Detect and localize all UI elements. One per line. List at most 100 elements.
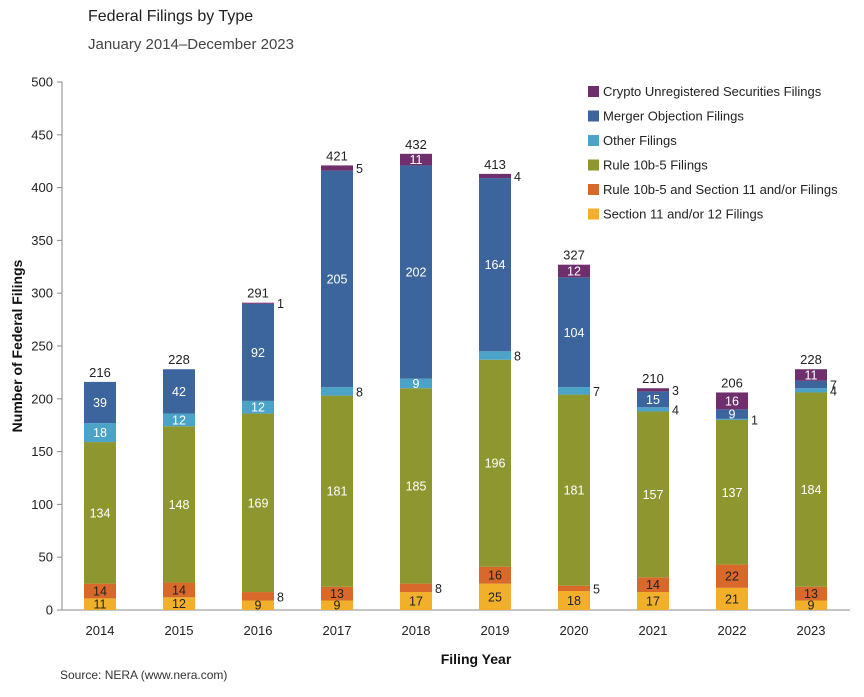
bar-segment <box>163 582 195 598</box>
bar-segment <box>558 394 590 586</box>
data-label: 8 <box>514 350 521 364</box>
bar-segment <box>321 387 353 396</box>
data-label: 184 <box>801 483 822 497</box>
data-label: 164 <box>485 258 506 272</box>
bar-segment <box>400 165 432 379</box>
data-label: 11 <box>805 369 818 383</box>
data-label: 3 <box>672 384 679 398</box>
data-label: 92 <box>251 346 265 360</box>
source-note: Source: NERA (www.nera.com) <box>60 668 228 682</box>
bar-segment <box>479 351 511 360</box>
bar-segment <box>84 583 116 599</box>
data-label: 7 <box>593 385 600 399</box>
data-label: 14 <box>93 584 107 598</box>
y-tick-label: 50 <box>39 550 53 565</box>
bar-segment <box>716 419 748 565</box>
y-tick-label: 300 <box>31 286 53 301</box>
data-label: 16 <box>725 394 739 408</box>
bar-segment <box>637 407 669 412</box>
legend-label: Rule 10b-5 and Section 11 and/or Filings <box>603 182 838 197</box>
data-label: 134 <box>90 506 111 520</box>
legend-swatch <box>588 135 599 146</box>
total-label: 413 <box>484 157 506 172</box>
data-label: 181 <box>327 485 348 499</box>
bar-segment <box>321 170 353 388</box>
bar-segment <box>795 369 827 381</box>
bar-segment <box>479 173 511 179</box>
bar-segment <box>163 413 195 427</box>
data-label: 12 <box>567 265 581 279</box>
bar-segment <box>637 577 669 593</box>
data-label: 14 <box>646 578 660 592</box>
y-tick-label: 450 <box>31 127 53 142</box>
y-tick-label: 400 <box>31 180 53 195</box>
legend-label: Merger Objection Filings <box>603 109 744 124</box>
data-label: 5 <box>356 162 363 176</box>
data-label: 196 <box>485 457 506 471</box>
x-tick-label: 2022 <box>718 623 747 638</box>
data-label: 8 <box>356 385 363 399</box>
data-label: 42 <box>172 385 186 399</box>
data-label: 9 <box>729 408 736 422</box>
bar-segment <box>558 585 590 591</box>
x-tick-label: 2015 <box>165 623 194 638</box>
data-label: 4 <box>514 170 521 184</box>
data-label: 16 <box>488 569 502 583</box>
data-label: 1 <box>277 297 284 311</box>
total-label: 421 <box>326 148 348 163</box>
data-label: 5 <box>593 582 600 596</box>
bar-segment <box>637 391 669 408</box>
legend-swatch <box>588 208 599 220</box>
bar-segment <box>242 303 274 401</box>
data-label: 17 <box>646 595 660 609</box>
data-label: 15 <box>646 393 660 407</box>
data-label: 8 <box>435 582 442 596</box>
x-tick-label: 2017 <box>323 623 352 638</box>
total-label: 216 <box>89 365 111 380</box>
data-label: 21 <box>725 592 739 606</box>
bar-segment <box>795 388 827 393</box>
data-label: 9 <box>334 599 341 613</box>
total-label: 327 <box>563 248 585 263</box>
data-label: 12 <box>172 597 186 611</box>
x-tick-label: 2018 <box>402 623 431 638</box>
bar-segment <box>242 302 274 304</box>
bar-segment <box>637 388 669 392</box>
bar-segment <box>716 564 748 588</box>
total-label: 228 <box>168 352 190 367</box>
bar-segment <box>400 378 432 389</box>
data-label: 169 <box>248 496 269 510</box>
bar-segment <box>558 264 590 278</box>
bar-segment <box>242 600 274 610</box>
bar-segment <box>479 359 511 567</box>
legend-swatch <box>588 184 599 195</box>
bar-segment <box>716 418 748 420</box>
bar-segment <box>321 165 353 171</box>
bar-segment <box>479 583 511 610</box>
data-label: 14 <box>172 583 186 597</box>
data-label: 13 <box>804 587 818 601</box>
bar-segment <box>637 411 669 578</box>
y-axis-title: Number of Federal Filings <box>9 259 25 432</box>
bar-segment <box>321 586 353 601</box>
bar-segment <box>795 586 827 601</box>
total-label: 432 <box>405 137 427 152</box>
total-label: 206 <box>721 375 743 390</box>
data-label: 13 <box>330 587 344 601</box>
legend-swatch <box>588 159 599 171</box>
x-tick-label: 2023 <box>797 623 826 638</box>
total-label: 291 <box>247 286 269 301</box>
data-label: 17 <box>409 595 423 609</box>
bar-segment <box>163 426 195 583</box>
bar-segment <box>637 592 669 610</box>
bar-segment <box>163 369 195 414</box>
y-tick-label: 0 <box>46 603 53 618</box>
bar-segment <box>84 381 116 424</box>
bar-segment <box>84 423 116 443</box>
data-label: 18 <box>567 594 581 608</box>
bar-segment <box>558 277 590 388</box>
bar-segment <box>84 598 116 610</box>
total-label: 210 <box>642 371 664 386</box>
x-tick-label: 2016 <box>244 623 273 638</box>
